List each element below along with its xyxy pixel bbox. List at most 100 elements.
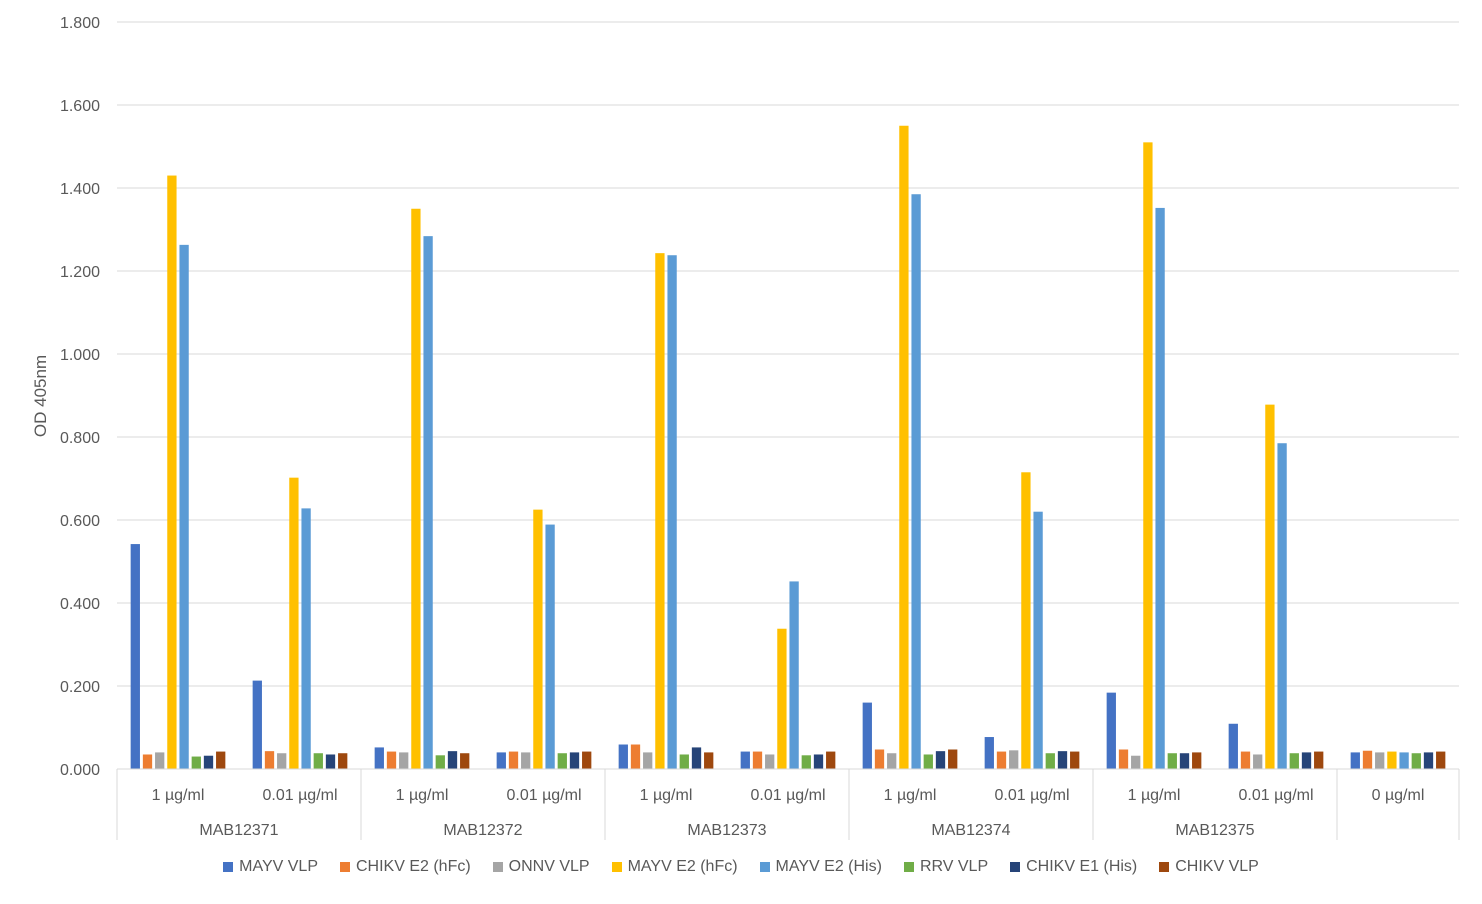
bar-chikv-e1-his: [325, 754, 336, 769]
bar-chikv-e1-his: [447, 751, 458, 769]
bar-chikv-vlp: [1070, 751, 1080, 769]
bar-chikv-e1-his: [569, 752, 580, 769]
x-tick-label: 0 µg/ml: [1372, 787, 1425, 804]
bar-mayv-vlp: [1106, 692, 1116, 769]
bar-mayv-e2-his: [301, 508, 311, 769]
bar-mayv-e2-hfc: [289, 477, 299, 769]
bar-onnv-vlp: [765, 754, 775, 769]
legend-item: CHIKV E2 (hFc): [339, 858, 471, 876]
bar-chikv-e2-hfc: [1240, 751, 1251, 769]
legend-label: MAYV VLP: [239, 858, 318, 875]
legend-swatch: [223, 862, 234, 872]
bar-mayv-e2-hfc: [1143, 142, 1153, 770]
bar-chikv-e2-hfc: [386, 751, 397, 769]
bar-mayv-vlp: [862, 702, 872, 769]
x-tick-label: 1 µg/ml: [884, 787, 937, 804]
bar-mayv-e2-his: [423, 236, 433, 769]
bar-mayv-vlp: [496, 752, 506, 769]
legend-swatch: [611, 862, 622, 872]
bar-mayv-e2-his: [1399, 752, 1409, 769]
bar-mayv-e2-his: [667, 255, 677, 770]
bar-onnv-vlp: [521, 752, 531, 769]
bar-chikv-e1-his: [203, 755, 214, 769]
bar-rrv-vlp: [1411, 753, 1421, 769]
bar-mayv-e2-hfc: [777, 628, 787, 769]
legend-label: CHIKV VLP: [1175, 858, 1259, 875]
bar-onnv-vlp: [1009, 750, 1019, 769]
bar-chikv-e2-hfc: [142, 754, 153, 769]
bar-onnv-vlp: [399, 752, 409, 769]
y-tick-label: 0.800: [60, 430, 100, 447]
y-tick-label: 0.200: [60, 679, 100, 696]
legend-item: MAYV VLP: [223, 858, 318, 876]
bar-chikv-vlp: [948, 749, 958, 769]
bar-onnv-vlp: [277, 753, 287, 769]
x-tick-label: 0.01 µg/ml: [506, 787, 581, 804]
y-tick-label: 0.600: [60, 513, 100, 530]
x-tick-label: 0.01 µg/ml: [994, 787, 1069, 804]
bar-mayv-e2-hfc: [1021, 472, 1031, 769]
bar-chikv-e1-his: [1179, 753, 1190, 769]
bar-rrv-vlp: [313, 753, 323, 769]
bar-onnv-vlp: [1375, 752, 1385, 769]
legend-label: CHIKV E2 (hFc): [355, 858, 471, 875]
bar-chikv-e2-hfc: [264, 751, 275, 769]
legend-label: MAYV E2 (His): [775, 858, 882, 875]
legend-swatch: [903, 862, 914, 872]
bar-mayv-vlp: [1350, 752, 1360, 769]
chart-legend: MAYV VLP CHIKV E2 (hFc) ONNV VLP MAYV E2 (h…: [0, 858, 1482, 876]
bar-chikv-e2-hfc: [752, 751, 763, 769]
legend-item: ONNV VLP: [492, 858, 590, 876]
bar-chikv-e2-hfc: [630, 744, 641, 769]
y-tick-label: 1.400: [60, 181, 100, 198]
legend-item: MAYV E2 (His): [759, 858, 882, 876]
bar-chikv-e1-his: [935, 751, 946, 769]
bar-chikv-e2-hfc: [1118, 749, 1129, 769]
y-tick-label: 1.200: [60, 264, 100, 281]
bar-mayv-e2-his: [179, 244, 189, 770]
bar-mayv-e2-hfc: [899, 125, 909, 769]
x-tick-label: 1 µg/ml: [396, 787, 449, 804]
bar-mayv-vlp: [1228, 723, 1238, 769]
bar-rrv-vlp: [679, 754, 689, 769]
bar-chikv-vlp: [1436, 751, 1446, 769]
bar-mayv-e2-his: [545, 524, 555, 769]
bar-rrv-vlp: [801, 755, 811, 769]
legend-item: CHIKV VLP: [1159, 858, 1259, 876]
legend-label: ONNV VLP: [508, 858, 590, 875]
bar-mayv-e2-hfc: [411, 208, 421, 769]
bar-mayv-e2-hfc: [167, 175, 177, 770]
legend-label: CHIKV E1 (His): [1026, 858, 1138, 875]
bar-onnv-vlp: [643, 752, 653, 769]
bar-mayv-vlp: [252, 680, 262, 769]
bar-rrv-vlp: [435, 755, 445, 769]
y-tick-label: 1.000: [60, 347, 100, 364]
bar-onnv-vlp: [887, 753, 897, 769]
bar-chikv-vlp: [216, 751, 226, 769]
bar-mayv-vlp: [374, 747, 384, 769]
bar-onnv-vlp: [1131, 755, 1141, 769]
x-tick-label: 1 µg/ml: [152, 787, 205, 804]
bar-rrv-vlp: [1289, 753, 1299, 769]
legend-swatch: [1010, 862, 1021, 872]
bar-mayv-vlp: [984, 737, 994, 769]
bar-chikv-vlp: [826, 751, 836, 769]
bar-chikv-e2-hfc: [874, 749, 885, 769]
bar-mayv-vlp: [130, 544, 140, 769]
legend-swatch: [759, 862, 770, 872]
x-tick-label: 0.01 µg/ml: [750, 787, 825, 804]
bar-rrv-vlp: [557, 753, 567, 769]
bar-mayv-e2-hfc: [533, 509, 543, 770]
legend-item: MAYV E2 (hFc): [611, 858, 738, 876]
bar-mayv-e2-his: [1155, 207, 1165, 770]
bar-chikv-e1-his: [691, 747, 702, 769]
bar-chikv-vlp: [704, 752, 714, 769]
bar-rrv-vlp: [1045, 753, 1055, 769]
bar-chikv-e1-his: [1423, 752, 1434, 769]
group-label: MAB12371: [199, 822, 278, 839]
bar-mayv-e2-his: [911, 194, 921, 770]
bar-rrv-vlp: [191, 756, 201, 769]
legend-item: CHIKV E1 (His): [1010, 858, 1137, 876]
